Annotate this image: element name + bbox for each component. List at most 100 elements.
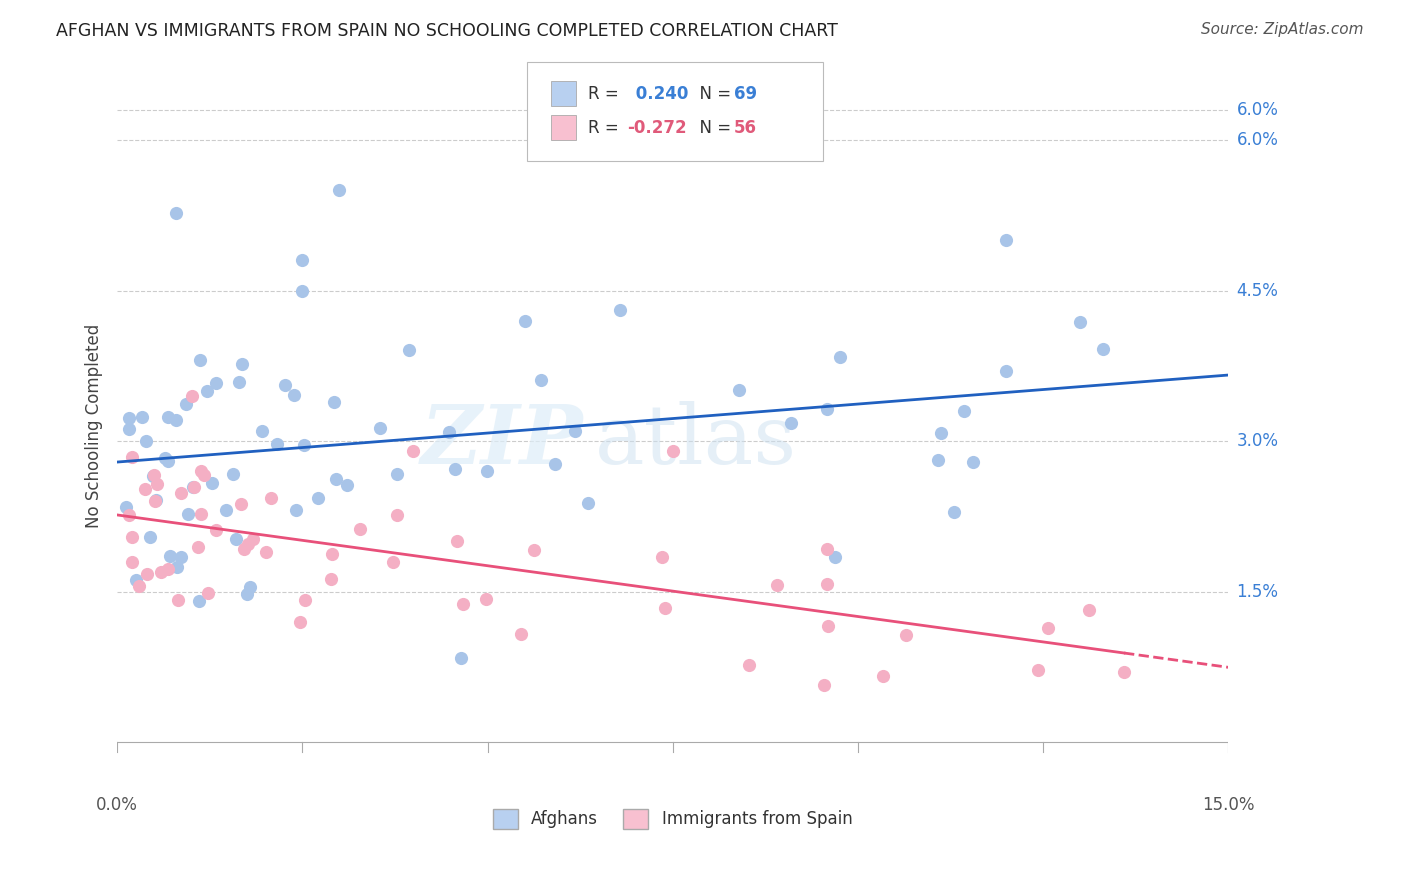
Point [952, 404, 974, 418]
Point [943, 505, 966, 519]
Text: 3.0%: 3.0% [1236, 433, 1278, 450]
Point [170, 486, 193, 500]
Point [929, 425, 952, 440]
Point [283, 388, 305, 402]
Text: 6.0%: 6.0% [1236, 101, 1278, 119]
Point [165, 205, 187, 219]
Point [1077, 603, 1099, 617]
Point [385, 508, 408, 522]
Text: N =: N = [689, 119, 737, 136]
Point [229, 498, 252, 512]
Point [824, 549, 846, 564]
Text: ZIP: ZIP [422, 401, 583, 481]
Point [236, 587, 259, 601]
Point [576, 496, 599, 510]
Point [242, 532, 264, 546]
Point [1036, 621, 1059, 635]
Point [291, 253, 314, 268]
Point [828, 350, 851, 364]
Point [325, 472, 347, 486]
Point [274, 377, 297, 392]
Point [530, 373, 553, 387]
Point [118, 411, 141, 425]
Point [291, 284, 314, 298]
Point [817, 618, 839, 632]
Point [142, 468, 165, 483]
Point [523, 543, 546, 558]
Point [121, 530, 143, 544]
Point [292, 438, 315, 452]
Point [174, 397, 197, 411]
Point [128, 579, 150, 593]
Point [166, 559, 188, 574]
Point [1069, 316, 1091, 330]
Point [222, 467, 245, 482]
Point [450, 651, 472, 665]
Point [294, 593, 316, 607]
Point [510, 626, 533, 640]
Point [349, 523, 371, 537]
Point [765, 578, 787, 592]
Point [321, 548, 343, 562]
Point [370, 421, 392, 435]
Text: 69: 69 [734, 85, 756, 103]
Text: R =: R = [588, 119, 624, 136]
Point [177, 507, 200, 521]
Point [382, 555, 405, 569]
Point [894, 627, 917, 641]
Point [1026, 663, 1049, 677]
Point [780, 416, 803, 430]
Point [142, 467, 165, 482]
Text: AFGHAN VS IMMIGRANTS FROM SPAIN NO SCHOOLING COMPLETED CORRELATION CHART: AFGHAN VS IMMIGRANTS FROM SPAIN NO SCHOO… [56, 22, 838, 40]
Point [181, 389, 204, 403]
Point [118, 508, 141, 522]
Point [815, 576, 838, 591]
Point [336, 478, 359, 492]
Point [145, 493, 167, 508]
Point [181, 480, 204, 494]
Point [190, 507, 212, 521]
Point [165, 412, 187, 426]
Text: -0.272: -0.272 [627, 119, 686, 136]
Y-axis label: No Schooling Completed: No Schooling Completed [86, 324, 103, 528]
Point [451, 597, 474, 611]
Point [239, 580, 262, 594]
Point [231, 357, 253, 371]
Text: atlas: atlas [595, 401, 797, 481]
Point [225, 532, 247, 546]
Point [402, 444, 425, 458]
Point [564, 424, 586, 438]
Point [962, 454, 984, 468]
Point [661, 444, 683, 458]
Point [121, 450, 143, 465]
Point [1112, 665, 1135, 680]
Point [475, 464, 498, 478]
Point [153, 450, 176, 465]
Point [195, 384, 218, 398]
Point [651, 550, 673, 565]
Point [197, 586, 219, 600]
Point [135, 434, 157, 448]
Point [139, 530, 162, 544]
Point [157, 561, 180, 575]
Point [328, 183, 350, 197]
Point [187, 594, 209, 608]
Point [193, 468, 215, 483]
Point [444, 462, 467, 476]
Point [236, 537, 259, 551]
Legend: Afghans, Immigrants from Spain: Afghans, Immigrants from Spain [486, 802, 859, 836]
Point [319, 572, 342, 586]
Point [738, 657, 761, 672]
Point [307, 491, 329, 506]
Point [121, 555, 143, 569]
Text: 0.0%: 0.0% [96, 796, 138, 814]
Point [205, 523, 228, 537]
Point [544, 457, 567, 471]
Point [815, 541, 838, 556]
Point [118, 422, 141, 436]
Point [188, 353, 211, 368]
Point [146, 477, 169, 491]
Text: 6.0%: 6.0% [1236, 131, 1278, 149]
Point [131, 409, 153, 424]
Text: 4.5%: 4.5% [1236, 282, 1278, 300]
